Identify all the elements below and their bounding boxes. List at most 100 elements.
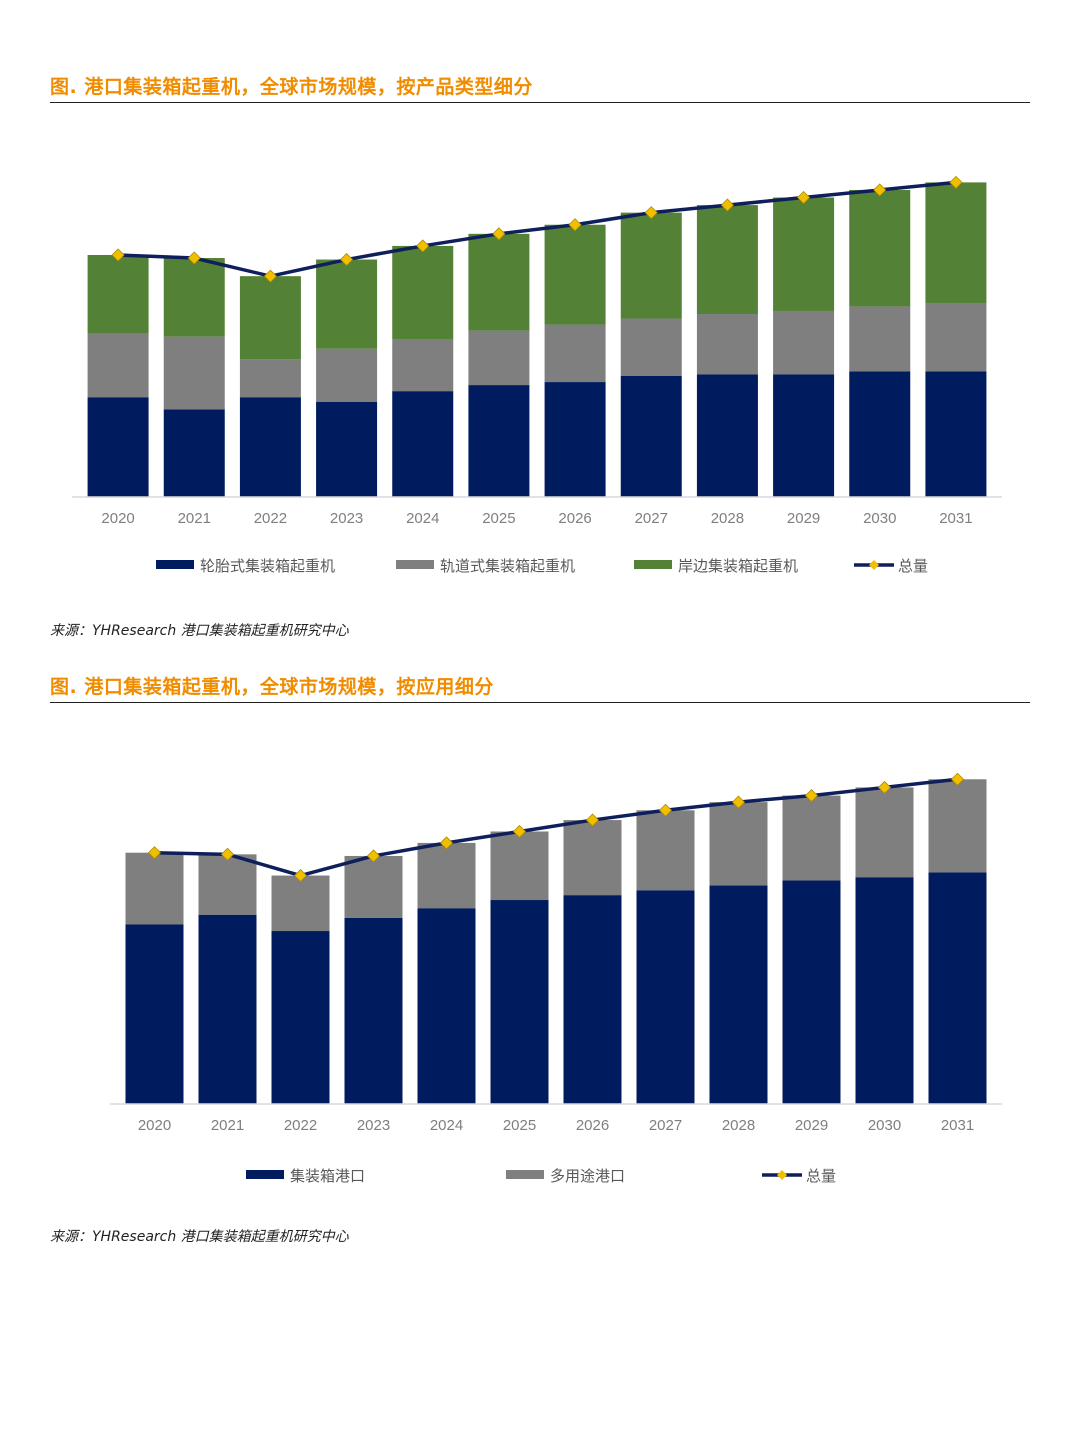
total-marker-2027 bbox=[658, 803, 673, 817]
x-tick-label-2025: 2025 bbox=[482, 510, 515, 527]
bar-1-2031 bbox=[925, 371, 987, 497]
bar-1-2030 bbox=[855, 877, 914, 1104]
bar-2-2031 bbox=[925, 303, 987, 372]
bar-1-2031 bbox=[928, 872, 987, 1104]
bar-2-2020 bbox=[125, 852, 184, 925]
bar-1-2022 bbox=[271, 931, 330, 1104]
legend-label-series-1: 集装箱港口 bbox=[290, 1167, 365, 1185]
figure1-source: 来源：YHResearch 港口集装箱起重机研究中心 bbox=[50, 623, 349, 639]
bar-2-2025 bbox=[490, 831, 549, 901]
bar-1-2028 bbox=[709, 885, 768, 1104]
x-tick-label-2027: 2027 bbox=[635, 510, 668, 527]
bar-2-2022 bbox=[271, 875, 330, 932]
legend-label-series-1: 轮胎式集装箱起重机 bbox=[200, 557, 335, 575]
bar-1-2029 bbox=[782, 880, 841, 1104]
bar-1-2028 bbox=[696, 374, 758, 497]
total-marker-2023 bbox=[340, 252, 354, 267]
figure2-chart: 2020 2021 2022 2023 2024 2025 2026 2027 2028 2029… bbox=[110, 772, 1002, 1185]
x-tick-label-2026: 2026 bbox=[558, 510, 591, 527]
x-tick-label-2025: 2025 bbox=[503, 1117, 536, 1134]
x-tick-label-2024: 2024 bbox=[430, 1117, 463, 1134]
total-marker-2026 bbox=[568, 218, 582, 232]
bar-3-2026 bbox=[544, 224, 606, 325]
total-marker-2029 bbox=[797, 190, 811, 205]
bar-1-2020 bbox=[125, 924, 184, 1104]
figure2-title-rule bbox=[50, 702, 1030, 703]
total-marker-2031 bbox=[949, 175, 963, 189]
bar-2-2021 bbox=[163, 336, 225, 410]
x-tick-label-2020: 2020 bbox=[138, 1117, 171, 1134]
x-tick-label-2030: 2030 bbox=[868, 1117, 901, 1134]
bar-1-2023 bbox=[316, 401, 378, 497]
total-marker-2030 bbox=[873, 183, 887, 197]
bar-1-2025 bbox=[468, 385, 530, 497]
legend-swatch-series-2 bbox=[396, 560, 434, 569]
total-marker-2031 bbox=[950, 772, 965, 786]
bar-1-2030 bbox=[849, 371, 911, 497]
legend-swatch-series-2 bbox=[506, 1170, 544, 1179]
total-marker-2022 bbox=[293, 868, 308, 883]
x-tick-label-2028: 2028 bbox=[711, 510, 744, 527]
bar-3-2028 bbox=[696, 205, 758, 314]
figure1-title-rule bbox=[50, 102, 1030, 103]
bar-2-2020 bbox=[87, 333, 149, 398]
total-marker-2026 bbox=[585, 813, 600, 827]
bar-2-2027 bbox=[636, 810, 695, 891]
total-marker-2020 bbox=[111, 248, 125, 262]
total-marker-2023 bbox=[366, 849, 381, 863]
legend-swatch-series-3 bbox=[634, 560, 672, 569]
legend-swatch-series-1 bbox=[246, 1170, 284, 1179]
x-tick-label-2027: 2027 bbox=[649, 1117, 682, 1134]
x-tick-label-2029: 2029 bbox=[795, 1117, 828, 1134]
legend-swatch-series-1 bbox=[156, 560, 194, 569]
bar-3-2023 bbox=[316, 259, 378, 349]
total-marker-2025 bbox=[492, 227, 506, 241]
figure1-title: 图. 港口集装箱起重机，全球市场规模，按产品类型细分 bbox=[50, 76, 533, 98]
bar-1-2026 bbox=[563, 895, 622, 1104]
x-tick-label-2030: 2030 bbox=[863, 510, 896, 527]
bar-2-2030 bbox=[855, 787, 914, 878]
bar-2-2024 bbox=[392, 339, 454, 392]
bar-3-2027 bbox=[620, 212, 682, 319]
x-tick-label-2023: 2023 bbox=[330, 510, 363, 527]
total-line bbox=[154, 777, 958, 878]
bar-2-2023 bbox=[316, 348, 378, 402]
bar-3-2020 bbox=[87, 255, 149, 334]
legend-label-series-2: 轨道式集装箱起重机 bbox=[440, 557, 575, 575]
x-tick-label-2022: 2022 bbox=[254, 510, 287, 527]
legend-label-series-2: 多用途港口 bbox=[550, 1167, 625, 1185]
bar-1-2021 bbox=[198, 914, 257, 1104]
figure2-title: 图. 港口集装箱起重机，全球市场规模，按应用细分 bbox=[50, 676, 494, 698]
bar-2-2031 bbox=[928, 779, 987, 873]
total-marker-2029 bbox=[804, 789, 819, 803]
figure1-chart: 2020 2021 2022 2023 2024 2025 2026 2027 2028 2029… bbox=[72, 175, 1002, 575]
total-marker-2027 bbox=[644, 206, 658, 220]
bar-3-2030 bbox=[849, 189, 911, 307]
figure2-source: 来源：YHResearch 港口集装箱起重机研究中心 bbox=[50, 1229, 349, 1245]
bar-2-2025 bbox=[468, 330, 530, 386]
bar-2-2029 bbox=[773, 310, 835, 375]
bar-2-2021 bbox=[198, 854, 257, 915]
x-tick-label-2029: 2029 bbox=[787, 510, 820, 527]
bar-1-2021 bbox=[163, 409, 225, 497]
x-tick-label-2024: 2024 bbox=[406, 510, 439, 527]
bar-2-2022 bbox=[239, 359, 301, 398]
total-marker-2024 bbox=[416, 239, 430, 253]
bar-2-2030 bbox=[849, 306, 911, 372]
x-tick-label-2031: 2031 bbox=[939, 510, 972, 527]
total-marker-2025 bbox=[512, 824, 527, 839]
bar-1-2024 bbox=[392, 391, 454, 497]
total-marker-2022 bbox=[263, 269, 277, 283]
total-marker-2020 bbox=[147, 846, 162, 860]
x-tick-label-2023: 2023 bbox=[357, 1117, 390, 1134]
total-marker-2021 bbox=[220, 847, 235, 861]
bar-1-2027 bbox=[636, 890, 695, 1104]
legend-label-total: 总量 bbox=[806, 1167, 836, 1185]
legend-marker-total bbox=[869, 560, 879, 570]
bar-3-2025 bbox=[468, 233, 530, 331]
total-marker-2021 bbox=[187, 251, 201, 265]
total-marker-2024 bbox=[439, 836, 454, 850]
bar-3-2029 bbox=[773, 197, 835, 311]
bar-1-2027 bbox=[620, 376, 682, 497]
x-tick-label-2022: 2022 bbox=[284, 1117, 317, 1134]
